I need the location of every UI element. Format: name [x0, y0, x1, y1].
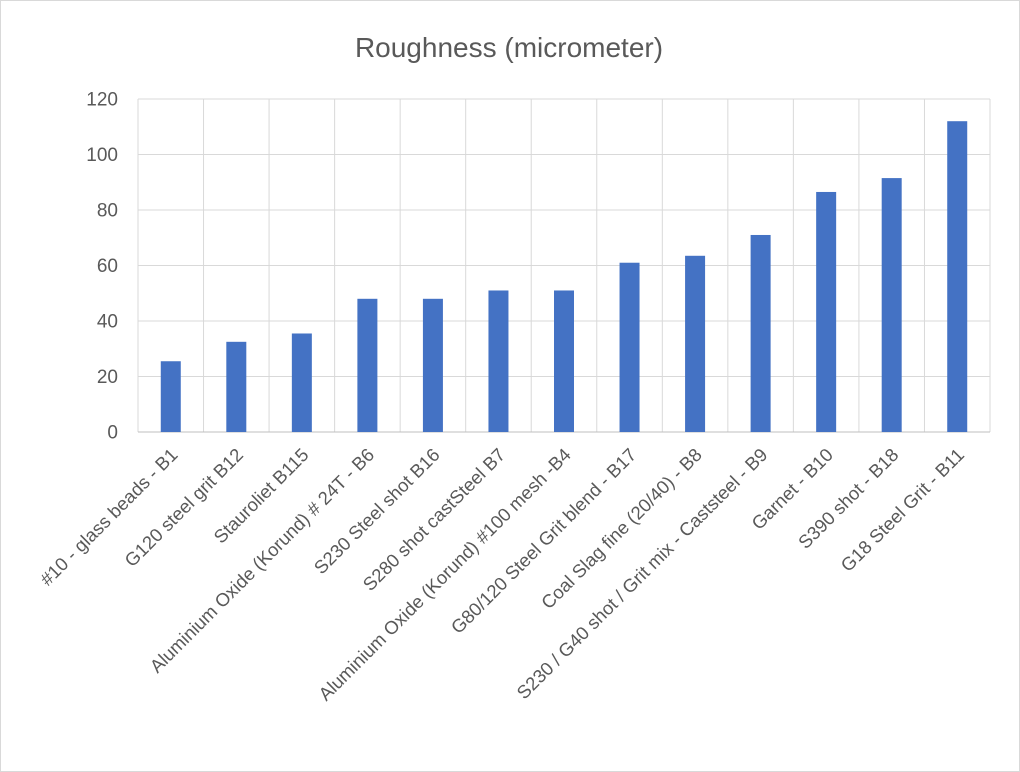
- bar: [685, 255, 706, 432]
- bar: [881, 178, 902, 432]
- bar: [291, 333, 312, 432]
- x-tick-label: G120 steel grit B12: [120, 444, 247, 571]
- x-tick-label: S230 Steel shot B16: [310, 444, 444, 578]
- y-tick-label: 60: [97, 256, 118, 277]
- bar: [947, 121, 968, 432]
- y-tick-label: 20: [97, 367, 118, 388]
- gridlines: [137, 98, 991, 432]
- x-tick-label: S230 / G40 shot / Grit mix - Caststeel -…: [512, 444, 771, 703]
- bar: [160, 361, 181, 432]
- y-axis-ticks: 0 20 40 60 80 100 120: [86, 90, 118, 444]
- y-tick-label: 40: [97, 312, 118, 333]
- bar: [226, 341, 247, 432]
- x-tick-label: G18 Steel Grit - B11: [836, 444, 968, 576]
- bar: [357, 298, 378, 432]
- y-tick-label: 0: [107, 423, 118, 444]
- bar: [488, 290, 509, 432]
- y-tick-label: 100: [86, 145, 118, 166]
- bar: [750, 234, 771, 432]
- bar: [422, 298, 443, 432]
- bar: [816, 191, 837, 432]
- bar: [619, 262, 640, 432]
- chart-title: Roughness (micrometer): [355, 32, 663, 63]
- bar: [554, 290, 574, 432]
- y-tick-label: 80: [97, 201, 118, 222]
- y-tick-label: 120: [86, 90, 118, 111]
- bars: [160, 121, 968, 432]
